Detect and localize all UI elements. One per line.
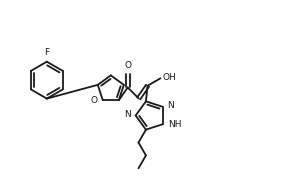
Text: O: O [124, 61, 131, 70]
Text: F: F [44, 48, 49, 57]
Text: N: N [167, 101, 174, 110]
Text: NH: NH [168, 120, 181, 129]
Text: O: O [90, 96, 97, 105]
Text: N: N [124, 110, 131, 119]
Text: OH: OH [163, 73, 177, 82]
